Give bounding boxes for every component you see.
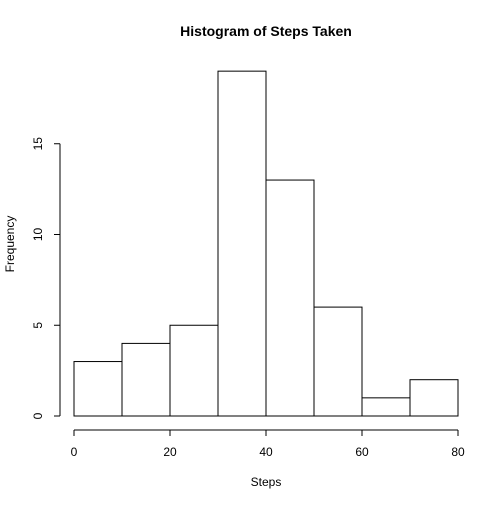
histogram-bar	[361, 397, 411, 417]
y-tick-label: 15	[31, 137, 45, 151]
histogram-bar	[265, 179, 315, 417]
y-tick-label: 5	[31, 322, 45, 329]
y-tick-label: 10	[31, 228, 45, 242]
histogram-bar	[121, 342, 171, 417]
x-tick-label: 80	[451, 445, 465, 459]
x-axis: 0 20 40 60 80	[71, 429, 465, 459]
x-tick-label: 60	[355, 445, 369, 459]
y-axis-label: Frequency	[3, 216, 17, 273]
x-axis-label: Steps	[251, 475, 282, 489]
histogram-bar	[73, 361, 123, 417]
chart-title: Histogram of Steps Taken	[180, 23, 352, 39]
x-tick-label: 20	[163, 445, 177, 459]
bars-group	[73, 70, 459, 417]
histogram-bar	[217, 70, 267, 417]
y-axis: 0 5 10 15	[31, 137, 61, 419]
x-tick-label: 40	[259, 445, 273, 459]
x-tick-label: 0	[71, 445, 78, 459]
y-tick-label: 0	[31, 412, 45, 419]
histogram-bar	[313, 306, 363, 417]
histogram-bar	[169, 324, 219, 417]
histogram-bar	[409, 379, 459, 417]
